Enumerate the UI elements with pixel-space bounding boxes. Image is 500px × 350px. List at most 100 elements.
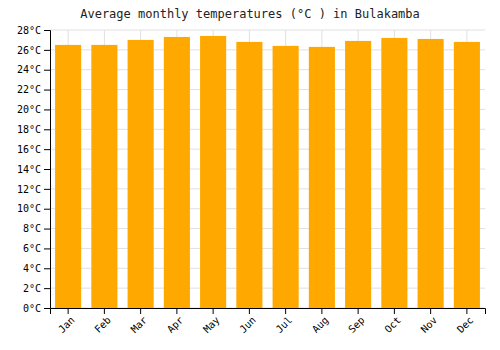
- y-tick-mark: [44, 149, 50, 150]
- x-tick-label: Oct: [382, 314, 403, 335]
- y-tick-label: 24°C: [17, 64, 41, 75]
- y-tick-label: 4°C: [23, 263, 41, 274]
- y-tick: 24°C: [17, 64, 50, 75]
- y-tick-label: 22°C: [17, 84, 41, 95]
- y-tick-mark: [44, 30, 50, 31]
- x-tick-mark: [68, 308, 69, 314]
- grid: [50, 30, 485, 308]
- y-tick: 14°C: [17, 164, 50, 175]
- x-tick-mark: [394, 308, 395, 314]
- bar: [128, 40, 154, 308]
- y-tick: 10°C: [17, 203, 50, 214]
- y-tick-mark: [44, 70, 50, 71]
- x-tick-mark: [285, 308, 286, 314]
- y-axis: 0°C 2°C 4°C 6°C 8°C 10°C 12°C 14°C 16°C 18°C 20°C 2…: [17, 25, 51, 314]
- bar: [273, 46, 299, 308]
- y-tick-mark: [44, 90, 50, 91]
- y-tick: 6°C: [23, 243, 50, 254]
- x-tick: Dec: [455, 308, 476, 335]
- x-tick: Nov: [419, 308, 440, 335]
- x-tick-label: Aug: [310, 314, 331, 335]
- bar: [55, 45, 81, 308]
- y-tick-label: 6°C: [23, 243, 41, 254]
- y-tick-mark: [44, 308, 50, 309]
- x-tick-mark: [213, 308, 214, 314]
- y-tick-label: 26°C: [17, 45, 41, 56]
- y-tick-mark: [44, 268, 50, 269]
- x-tick-label: May: [201, 314, 222, 335]
- bar: [309, 47, 335, 308]
- x-tick-mark: [430, 308, 431, 314]
- x-tick-label: Jan: [56, 314, 77, 335]
- x-tick: Jan: [56, 308, 77, 335]
- x-tick: Apr: [165, 308, 186, 335]
- chart-container: 0°C 2°C 4°C 6°C 8°C 10°C 12°C 14°C 16°C 18°C 20°C 2…: [0, 0, 500, 350]
- x-axis-line: [51, 309, 486, 315]
- x-tick-label: Jun: [237, 314, 258, 335]
- bar: [381, 38, 407, 308]
- bar: [91, 45, 117, 308]
- y-tick-mark: [44, 169, 50, 170]
- x-tick-label: Sep: [346, 314, 367, 335]
- x-tick: Feb: [92, 308, 113, 335]
- grid-line-y: [50, 30, 485, 31]
- x-tick: Jun: [237, 308, 258, 335]
- y-tick: 12°C: [17, 184, 50, 195]
- y-tick-label: 16°C: [17, 144, 41, 155]
- x-tick-label: Jul: [274, 314, 295, 335]
- x-tick-mark: [249, 308, 250, 314]
- chart: 0°C 2°C 4°C 6°C 8°C 10°C 12°C 14°C 16°C 18°C 20°C 2…: [0, 0, 500, 350]
- x-tick: Jul: [274, 308, 295, 335]
- x-tick: Oct: [382, 308, 403, 335]
- y-tick-label: 10°C: [17, 203, 41, 214]
- x-tick-mark: [466, 308, 467, 314]
- x-tick-label: Apr: [165, 314, 186, 335]
- y-tick-label: 0°C: [23, 303, 41, 314]
- bar: [454, 42, 480, 308]
- x-tick-label: Feb: [92, 314, 113, 335]
- y-tick-label: 2°C: [23, 283, 41, 294]
- x-tick-mark: [358, 308, 359, 314]
- y-tick-label: 20°C: [17, 104, 41, 115]
- bar: [345, 41, 371, 308]
- y-tick: 26°C: [17, 45, 50, 56]
- bars: [55, 36, 480, 308]
- y-axis-line: [44, 31, 51, 309]
- y-tick-label: 18°C: [17, 124, 41, 135]
- y-tick-label: 14°C: [17, 164, 41, 175]
- y-tick: 16°C: [17, 144, 50, 155]
- bar: [164, 37, 190, 308]
- y-tick-mark: [44, 50, 50, 51]
- y-tick: 28°C: [17, 25, 50, 36]
- x-tick-mark: [104, 308, 105, 314]
- y-tick: 0°C: [23, 303, 50, 314]
- x-tick-mark: [140, 308, 141, 314]
- bar: [418, 39, 444, 308]
- bar: [236, 42, 262, 308]
- x-tick: May: [201, 308, 222, 335]
- y-tick: 22°C: [17, 84, 50, 95]
- y-tick-mark: [44, 189, 50, 190]
- x-tick-label: Mar: [129, 314, 150, 335]
- y-tick-mark: [44, 209, 50, 210]
- y-tick-mark: [44, 229, 50, 230]
- y-tick: 2°C: [23, 283, 50, 294]
- x-tick: Sep: [346, 308, 367, 335]
- y-tick-mark: [44, 129, 50, 130]
- y-tick: 18°C: [17, 124, 50, 135]
- y-tick-mark: [44, 288, 50, 289]
- plot: 0°C 2°C 4°C 6°C 8°C 10°C 12°C 14°C 16°C 18°C 20°C 2…: [17, 25, 486, 335]
- bar: [200, 36, 226, 308]
- y-tick: 20°C: [17, 104, 50, 115]
- y-tick-mark: [44, 248, 50, 249]
- title: Average monthly temperatures (°C ) in Bu…: [80, 7, 420, 21]
- y-tick-mark: [44, 109, 50, 110]
- y-tick-label: 12°C: [17, 184, 41, 195]
- y-tick-label: 28°C: [17, 25, 41, 36]
- y-tick: 4°C: [23, 263, 50, 274]
- x-tick-label: Dec: [455, 314, 476, 335]
- x-tick-mark: [321, 308, 322, 314]
- x-tick: Aug: [310, 308, 331, 335]
- x-tick-mark: [176, 308, 177, 314]
- y-tick-label: 8°C: [23, 223, 41, 234]
